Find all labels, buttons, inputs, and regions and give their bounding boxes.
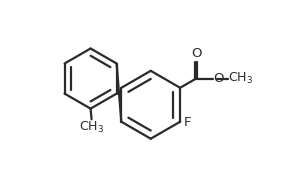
Text: O: O <box>214 72 224 85</box>
Text: CH$_3$: CH$_3$ <box>79 120 104 135</box>
Text: O: O <box>191 47 201 60</box>
Text: F: F <box>184 116 191 129</box>
Text: CH$_3$: CH$_3$ <box>228 71 253 86</box>
